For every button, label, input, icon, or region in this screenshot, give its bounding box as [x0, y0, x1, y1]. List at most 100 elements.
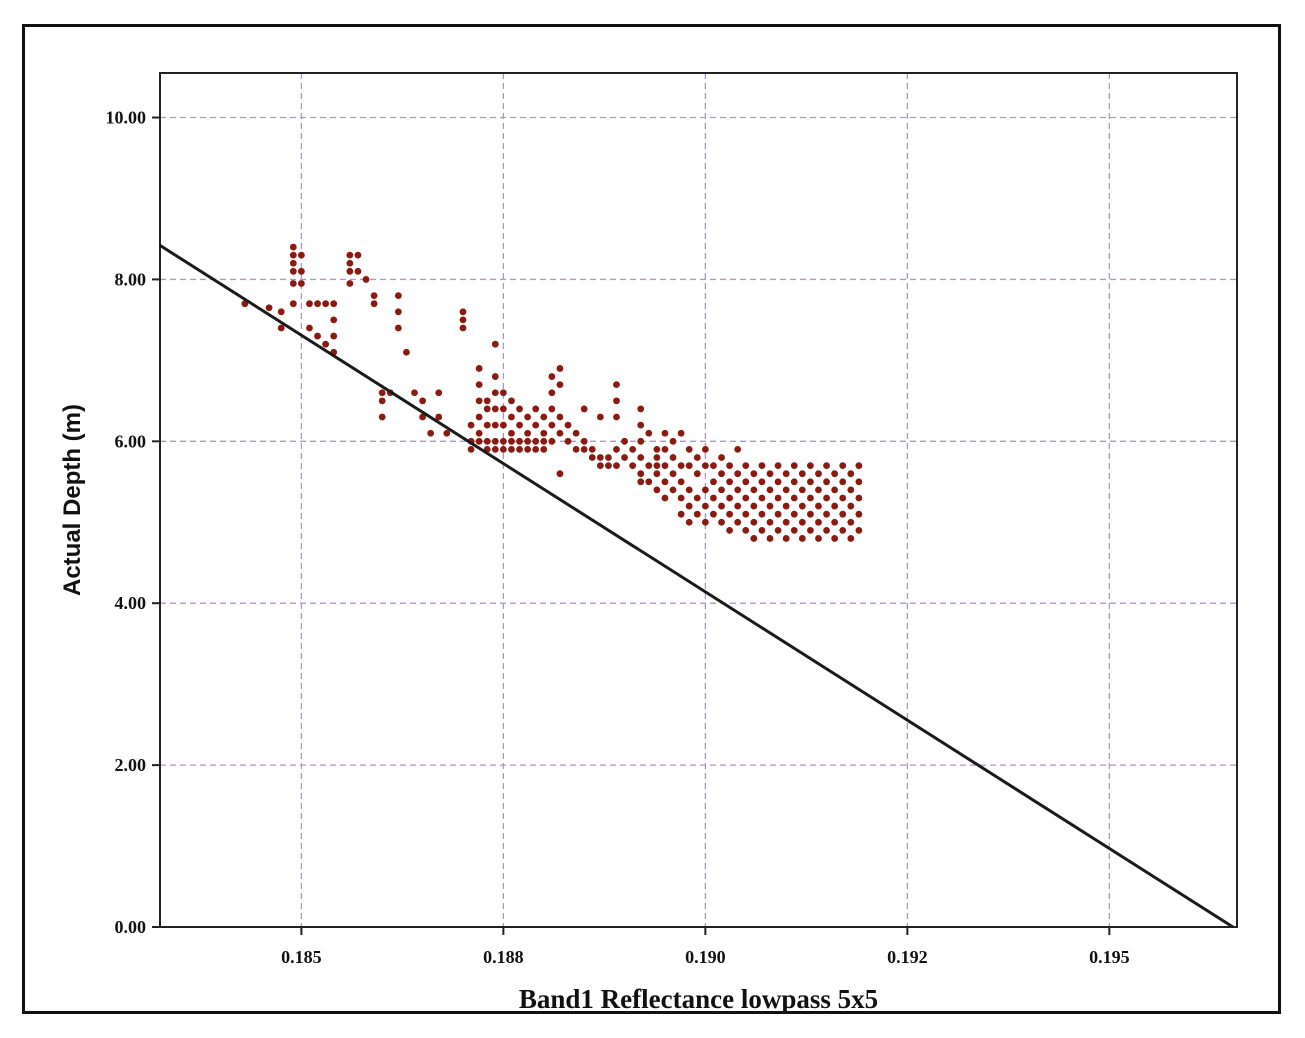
data-point	[774, 478, 782, 486]
data-point	[823, 478, 830, 486]
data-point	[807, 478, 814, 486]
data-point	[588, 446, 596, 453]
fit-line	[159, 244, 1234, 929]
data-point	[758, 526, 766, 534]
data-point	[378, 397, 386, 405]
data-point	[661, 446, 669, 453]
data-point	[564, 421, 572, 429]
data-point	[855, 510, 863, 518]
data-point	[693, 494, 701, 502]
data-point	[701, 446, 709, 453]
data-point	[459, 308, 467, 316]
x-axis-title: Band1 Reflectance lowpass 5x5	[519, 984, 878, 1014]
data-point	[710, 494, 717, 502]
data-point	[588, 454, 596, 461]
data-point	[669, 437, 677, 445]
data-point	[532, 437, 540, 445]
y-tick-label: 4.00	[115, 593, 147, 613]
x-tick-label: 0.192	[887, 947, 928, 967]
data-point	[354, 267, 362, 275]
data-point	[580, 437, 588, 445]
data-point	[637, 470, 645, 478]
data-point	[839, 526, 847, 534]
data-point	[459, 316, 467, 324]
data-point	[701, 518, 709, 526]
data-point	[766, 486, 774, 494]
data-point	[790, 462, 798, 469]
data-point	[322, 300, 330, 308]
data-point	[782, 470, 790, 478]
data-point	[750, 470, 758, 478]
data-point	[807, 526, 814, 534]
data-point	[548, 437, 556, 445]
data-point	[677, 494, 685, 502]
data-point	[823, 494, 830, 502]
data-point	[613, 413, 620, 421]
data-point	[815, 535, 822, 542]
data-point	[508, 397, 515, 405]
data-point	[394, 324, 402, 332]
data-point	[855, 494, 863, 502]
data-point	[362, 276, 370, 283]
data-point	[580, 405, 588, 413]
data-point	[669, 486, 677, 494]
data-point	[774, 462, 782, 469]
data-point	[580, 446, 588, 453]
data-point	[758, 462, 766, 469]
plot-area	[159, 72, 1238, 928]
data-point	[831, 518, 839, 526]
data-point	[661, 429, 669, 437]
data-point	[701, 486, 709, 494]
data-point	[815, 470, 822, 478]
data-point	[346, 251, 354, 259]
data-point	[491, 373, 499, 380]
data-point	[483, 405, 491, 413]
data-point	[758, 478, 766, 486]
data-point	[718, 486, 725, 494]
data-point	[831, 535, 839, 542]
data-point	[742, 526, 750, 534]
data-point	[629, 446, 637, 453]
y-axis-title: Actual Depth (m)	[59, 404, 86, 596]
data-point	[548, 389, 556, 397]
data-point	[265, 304, 273, 312]
data-point	[637, 454, 645, 461]
data-point	[839, 494, 847, 502]
x-tick-label: 0.185	[281, 947, 322, 967]
data-point	[403, 348, 410, 356]
data-point	[839, 462, 847, 469]
data-point	[596, 454, 604, 461]
data-point	[524, 413, 532, 421]
data-point	[499, 421, 507, 429]
y-tick-label: 2.00	[115, 755, 147, 775]
data-point	[499, 405, 507, 413]
data-point	[718, 454, 725, 461]
data-point	[782, 518, 790, 526]
data-point	[621, 454, 628, 461]
data-point	[516, 446, 523, 453]
chart-frame	[22, 24, 1281, 1014]
data-point	[701, 462, 709, 469]
data-point	[734, 486, 742, 494]
data-point	[669, 454, 677, 461]
data-point	[475, 381, 483, 389]
data-point	[798, 470, 806, 478]
data-point	[596, 462, 604, 469]
data-point	[346, 267, 354, 275]
data-point	[516, 405, 523, 413]
data-point	[394, 308, 402, 316]
data-point	[297, 267, 305, 275]
data-point	[637, 421, 645, 429]
data-point	[847, 535, 855, 542]
data-point	[855, 462, 863, 469]
data-point	[621, 437, 628, 445]
data-point	[685, 446, 693, 453]
data-point	[378, 413, 386, 421]
data-point	[645, 478, 653, 486]
data-point	[807, 462, 814, 469]
data-point	[491, 340, 499, 348]
data-point	[855, 526, 863, 534]
data-point	[798, 518, 806, 526]
data-point	[483, 421, 491, 429]
data-point	[669, 470, 677, 478]
